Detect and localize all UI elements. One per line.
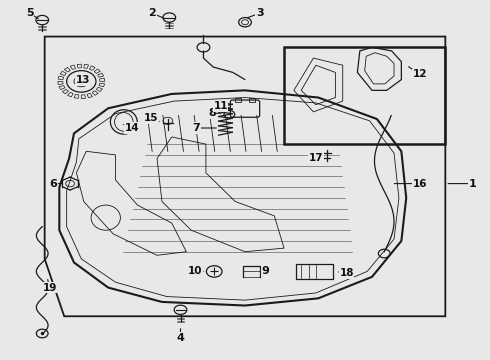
Text: 12: 12 [413,69,427,79]
Text: 4: 4 [176,333,184,343]
Text: 14: 14 [124,123,139,133]
Text: 10: 10 [188,266,202,276]
Text: 15: 15 [144,113,158,123]
Text: 17: 17 [309,153,323,163]
Text: 9: 9 [262,266,270,276]
Text: 5: 5 [26,8,34,18]
Text: 7: 7 [192,123,200,133]
Text: 1: 1 [468,179,476,189]
Text: 8: 8 [208,108,216,118]
Text: 18: 18 [340,268,354,278]
Text: 13: 13 [75,75,90,85]
Text: 6: 6 [49,179,57,189]
Text: 3: 3 [256,8,264,18]
Text: 19: 19 [42,283,57,293]
Text: 11: 11 [213,102,228,112]
Text: 16: 16 [413,179,427,189]
Text: 2: 2 [148,8,156,18]
